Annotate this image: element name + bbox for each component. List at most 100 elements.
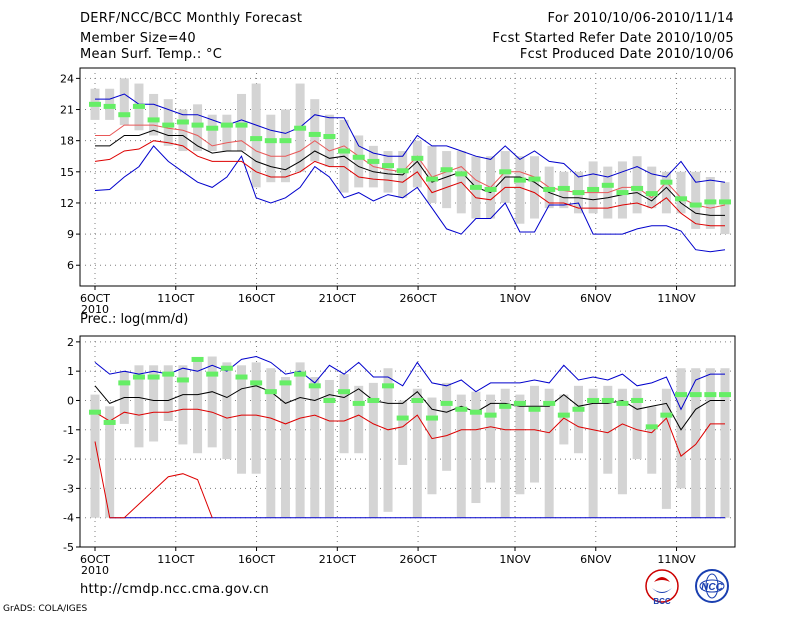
temp-median-marker <box>660 179 673 185</box>
prec-ytick-label: -5 <box>63 541 74 554</box>
temp-xtick-label: 6NOV <box>580 292 612 305</box>
temp-median-marker <box>294 125 307 131</box>
temp-box <box>354 135 364 188</box>
temp-median-marker <box>367 158 380 164</box>
prec-frame <box>79 335 736 548</box>
temp-xtick-label: 11OCT <box>157 292 194 305</box>
temp-median-marker <box>572 190 585 196</box>
prec-ytick-label: -4 <box>63 512 74 525</box>
temp-box <box>530 156 540 219</box>
prec-box <box>442 382 452 471</box>
prec-median-marker <box>103 419 116 425</box>
prec-xtick-label: 26OCT <box>400 553 437 566</box>
temp-xtick-label: 6OCT <box>80 292 110 305</box>
temp-box <box>647 166 657 209</box>
prec-xtick-label: 11OCT <box>157 553 194 566</box>
bcc-logo: BCC <box>645 569 679 606</box>
prec-median-marker <box>264 389 277 395</box>
temp-box <box>661 171 671 214</box>
temp-median-marker <box>279 138 292 144</box>
prec-box <box>647 406 657 474</box>
temp-year-label: 2010 <box>81 303 109 316</box>
prec-box <box>251 362 261 474</box>
temp-xtick-label: 11NOV <box>657 292 696 305</box>
prec-max-line <box>94 355 725 411</box>
prec-ytick-label: 1 <box>67 365 74 378</box>
prec-median-marker <box>411 397 424 403</box>
prec-median-marker <box>484 412 497 418</box>
temp-median-marker <box>118 112 131 118</box>
temp-median-marker <box>631 185 644 191</box>
prec-median-marker <box>455 406 468 412</box>
prec-box <box>471 391 481 504</box>
temp-box <box>515 156 525 224</box>
source-url[interactable]: http://cmdp.ncc.cma.gov.cn <box>80 582 270 597</box>
prec-median-marker <box>616 400 629 406</box>
prec-median-marker <box>660 412 673 418</box>
prec-median-marker <box>631 397 644 403</box>
prec-box <box>134 365 144 448</box>
temp-median-marker <box>132 103 145 109</box>
temp-median-marker <box>191 122 204 128</box>
prec-box <box>617 388 627 495</box>
temp-panel: 6 9 12 15 18 21 24 6OCT 11OCT 16OCT 21OCT 26OCT 1NOV… <box>60 67 736 316</box>
temp-median-marker <box>645 191 658 197</box>
prec-box <box>412 388 422 518</box>
temp-median-marker <box>103 103 116 109</box>
member-size: Member Size=40 <box>80 31 196 46</box>
temp-ytick-label: 15 <box>60 166 74 179</box>
produced-date: Fcst Produced Date 2010/10/06 <box>519 47 734 62</box>
prec-box <box>705 368 715 518</box>
prec-box <box>149 365 159 442</box>
temp-median-marker <box>411 155 424 161</box>
temp-xtick-label: 1NOV <box>499 292 531 305</box>
prec-median-marker <box>543 400 556 406</box>
temp-median-marker <box>601 182 614 188</box>
prec-median-marker <box>176 377 189 383</box>
temp-box <box>676 171 686 214</box>
temp-box <box>237 93 247 152</box>
temp-box <box>310 99 320 162</box>
temp-frame <box>79 67 736 287</box>
temp-median-marker <box>162 122 175 128</box>
prec-box <box>295 362 305 518</box>
ncc-logo: NCC <box>695 569 729 603</box>
temp-median-marker <box>176 119 189 125</box>
temp-xtick-label: 21OCT <box>319 292 356 305</box>
forecast-period: For 2010/10/06-2010/11/14 <box>547 11 734 26</box>
prec-median-marker <box>425 415 438 421</box>
temp-median-marker <box>382 163 395 169</box>
temp-median-marker <box>440 167 453 173</box>
temp-box <box>691 171 701 229</box>
prec-median-marker <box>308 383 321 389</box>
temp-median-marker <box>543 186 556 192</box>
prec-median-marker <box>469 409 482 415</box>
prec-box <box>207 356 217 448</box>
temp-xtick-label: 16OCT <box>238 292 275 305</box>
prec-median-marker <box>396 415 409 421</box>
prec-year-label: 2010 <box>81 564 109 577</box>
prec-box <box>354 385 364 454</box>
prec-median-marker <box>440 400 453 406</box>
temp-ytick-label: 9 <box>67 228 74 241</box>
prec-box <box>237 365 247 474</box>
prec-box <box>603 385 613 474</box>
prec-box <box>530 385 540 483</box>
prec-median-marker <box>118 380 131 386</box>
temp-median-marker <box>352 154 365 160</box>
temp-median-marker <box>689 202 702 208</box>
prec-ytick-label: 0 <box>67 394 74 407</box>
temp-ens-low-line <box>94 140 725 227</box>
prec-median-marker <box>132 374 145 380</box>
prec-median-marker <box>235 374 248 380</box>
prec-median-marker <box>499 403 512 409</box>
prec-box <box>163 365 173 421</box>
temp-ytick-label: 21 <box>60 104 74 117</box>
temp-box <box>632 156 642 214</box>
temp-ytick-label: 6 <box>67 259 74 272</box>
temp-median-marker <box>484 186 497 192</box>
prec-ytick-label: -2 <box>63 453 74 466</box>
temp-median-marker <box>616 190 629 196</box>
prec-median-marker <box>382 383 395 389</box>
